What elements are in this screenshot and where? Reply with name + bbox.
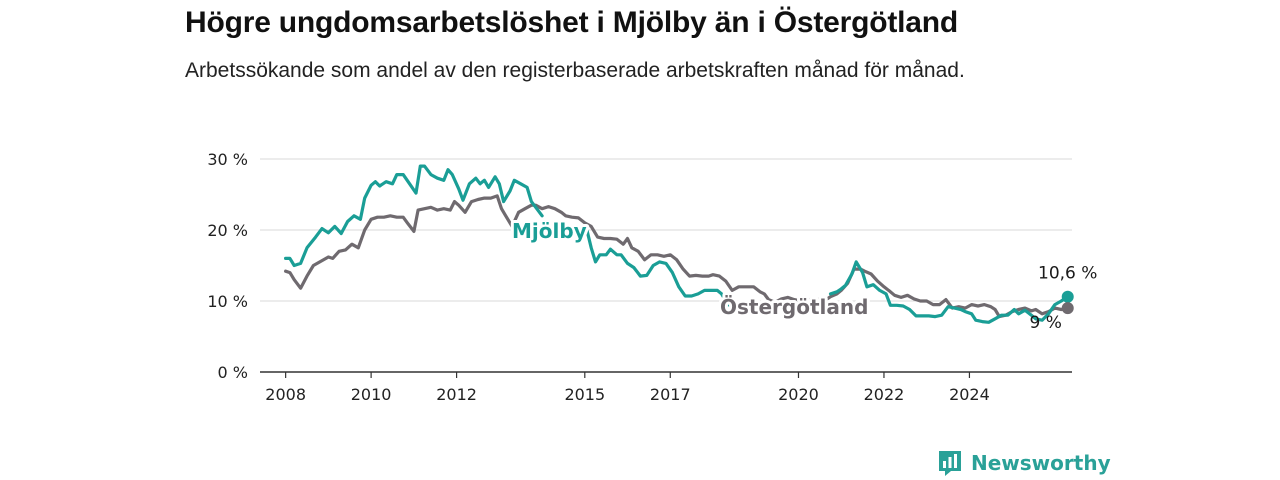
x-tick-label: 2020	[778, 385, 819, 404]
series-label-halo-ostergotland: Östergötland	[720, 295, 868, 319]
endpoint-dot-ostergotland	[1061, 302, 1074, 315]
series-label-ostergotland: Östergötland	[720, 295, 868, 319]
end-label-ostergotland: 9 %	[1030, 313, 1062, 333]
series-lines	[284, 164, 1070, 324]
chart-title: Högre ungdomsarbetslöshet i Mjölby än i …	[185, 6, 959, 39]
line-chart: 0 % 10 % 20 % 30 % 2008 2010 2012 2015 2017 2020…	[207, 150, 1097, 404]
series-line-mjolby	[284, 164, 1070, 324]
gridlines	[260, 158, 1072, 373]
x-tick-label: 2008	[265, 385, 306, 404]
y-tick-label: 20 %	[207, 221, 248, 240]
x-tick-label: 2010	[351, 385, 392, 404]
y-axis-ticks: 0 % 10 % 20 % 30 %	[207, 150, 248, 382]
y-tick-label: 10 %	[207, 292, 248, 311]
x-tick-label: 2012	[436, 385, 477, 404]
brand-name: Newsworthy	[971, 451, 1111, 475]
x-axis-ticks: 2008 2010 2012 2015 2017 2020 2022 2024	[265, 372, 990, 404]
x-tick-label: 2017	[650, 385, 691, 404]
series-label-mjolby: Mjölby	[512, 219, 587, 243]
series-labels: 10,6 %9 %MjölbyMjölbyÖstergötlandÖstergö…	[509, 216, 1097, 333]
y-tick-label: 0 %	[218, 363, 248, 382]
end-label-mjolby: 10,6 %	[1038, 264, 1097, 284]
endpoint-dot-mjolby	[1061, 290, 1074, 303]
series-label-halo-mjolby: Mjölby	[512, 219, 587, 243]
series-line-ostergotland	[284, 194, 1070, 319]
bar-chart-logo-icon	[939, 451, 961, 476]
newsworthy-brand[interactable]: Newsworthy	[937, 448, 1111, 478]
x-tick-label: 2024	[949, 385, 990, 404]
y-tick-label: 30 %	[207, 150, 248, 169]
x-tick-label: 2022	[864, 385, 905, 404]
x-tick-label: 2015	[564, 385, 605, 404]
chart-subtitle: Arbetssökande som andel av den registerb…	[185, 59, 965, 82]
